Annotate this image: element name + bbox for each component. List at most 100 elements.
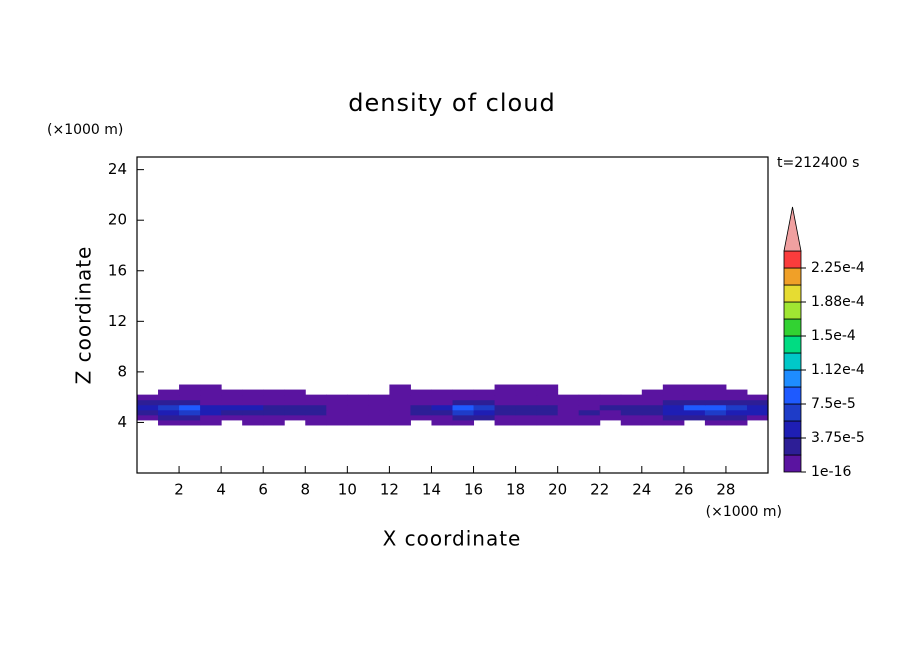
field-cell — [536, 394, 559, 401]
field-cell — [431, 389, 453, 396]
field-cell — [704, 399, 727, 406]
field-cell — [200, 389, 222, 396]
field-cell — [578, 409, 601, 416]
field-cell — [158, 404, 180, 411]
field-cell — [263, 414, 285, 421]
field-cell — [326, 399, 348, 406]
field-cell — [305, 414, 327, 421]
field-cell — [725, 404, 748, 411]
field-cell — [473, 414, 496, 421]
field-cell — [305, 404, 327, 411]
field-cell — [305, 394, 327, 401]
field-cell — [536, 404, 559, 411]
field-cell — [662, 389, 685, 396]
field-cell — [599, 394, 622, 401]
x-tick-label: 22 — [590, 481, 609, 499]
field-cell — [452, 394, 475, 401]
field-cell — [200, 394, 222, 401]
field-cell — [347, 399, 369, 406]
colorbar-label: 7.5e-5 — [811, 396, 856, 412]
field-cell — [347, 409, 369, 416]
field-cell — [200, 384, 222, 391]
field-cell — [641, 399, 664, 406]
colorbar-box — [783, 267, 802, 286]
field-cell — [179, 419, 201, 426]
field-cell — [389, 394, 411, 401]
field-cell — [431, 394, 453, 401]
field-cell — [179, 409, 201, 416]
field-cell — [683, 389, 706, 396]
field-cell — [641, 389, 664, 396]
field-cell — [725, 389, 748, 396]
y-tick-label: 16 — [108, 261, 127, 279]
field-cell — [410, 399, 432, 406]
field-cell — [221, 389, 243, 396]
field-cell — [368, 409, 390, 416]
field-cell — [326, 404, 348, 411]
field-cell — [347, 419, 369, 426]
x-tick-label: 14 — [422, 481, 441, 499]
field-cell — [473, 394, 496, 401]
field-cell — [389, 389, 411, 396]
colorbar-box — [783, 352, 802, 371]
field-cell — [662, 404, 685, 411]
field-cell — [557, 404, 580, 411]
y-tick-label: 12 — [108, 312, 127, 330]
field-cell — [305, 409, 327, 416]
colorbar-label: 1.5e-4 — [811, 328, 856, 344]
y-unit: (×1000 m) — [47, 122, 123, 138]
field-cell — [578, 399, 601, 406]
field-cell — [746, 399, 769, 406]
field-cell — [179, 404, 201, 411]
field-cell — [242, 419, 264, 426]
x-tick-label: 4 — [216, 481, 226, 499]
field-cell — [473, 389, 496, 396]
field-cell — [326, 419, 348, 426]
field-cell — [662, 419, 685, 426]
field-cell — [494, 399, 517, 406]
field-cell — [347, 414, 369, 421]
field-cell — [683, 384, 706, 391]
field-cell — [662, 414, 685, 421]
field-cell — [599, 414, 622, 421]
field-cell — [263, 399, 285, 406]
field-cell — [515, 404, 538, 411]
field-cell — [620, 409, 643, 416]
field-cell — [515, 414, 538, 421]
x-tick-label: 18 — [506, 481, 525, 499]
colorbar-box — [783, 437, 802, 456]
field-cell — [662, 399, 685, 406]
field-cell — [683, 414, 706, 421]
field-cell — [683, 409, 706, 416]
field-cell — [557, 414, 580, 421]
colorbar-extend — [783, 206, 802, 252]
field-cell — [368, 414, 390, 421]
field-cell — [494, 414, 517, 421]
field-cell — [515, 399, 538, 406]
field-cell — [389, 409, 411, 416]
field-cell — [515, 389, 538, 396]
field-cell — [158, 409, 180, 416]
x-tick-label: 26 — [674, 481, 693, 499]
field-cell — [242, 394, 264, 401]
field-cell — [578, 419, 601, 426]
field-cell — [536, 389, 559, 396]
colorbar-box — [783, 318, 802, 337]
field-cell — [704, 384, 727, 391]
field-cell — [494, 419, 517, 426]
field-cell — [200, 414, 222, 421]
field-cell — [179, 399, 201, 406]
colorbar-box — [783, 284, 802, 303]
field-cell — [305, 419, 327, 426]
field-cell — [557, 394, 580, 401]
field-cell — [494, 389, 517, 396]
field-cell — [557, 419, 580, 426]
field-cell — [368, 399, 390, 406]
field-cell — [389, 419, 411, 426]
field-cell — [704, 419, 727, 426]
field-cell — [200, 409, 222, 416]
chart-title: density of cloud — [348, 89, 555, 117]
y-tick-label: 20 — [108, 211, 127, 229]
field-cell — [662, 409, 685, 416]
